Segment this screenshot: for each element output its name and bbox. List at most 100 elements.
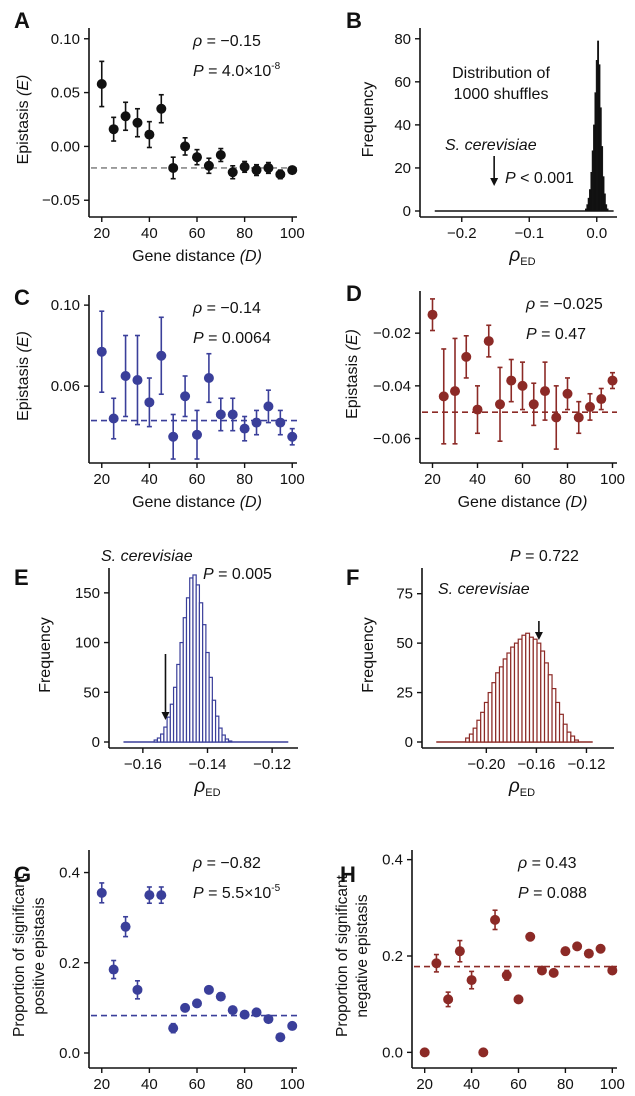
panel-d-x-tick-label: 20 bbox=[424, 471, 441, 488]
panel-f-y-tick-label: 75 bbox=[396, 586, 413, 603]
panel-c-y-label: Epistasis (E) bbox=[15, 331, 32, 421]
panel-h-x-tick-label: 100 bbox=[600, 1076, 625, 1093]
panel-b-y-tick-label: 0 bbox=[403, 203, 411, 220]
panel-f-y-label: Frequency bbox=[360, 617, 377, 693]
panel-b-x-tick-label: 0.0 bbox=[586, 225, 607, 242]
panel-e-y-tick-label: 50 bbox=[83, 684, 100, 701]
panel-a-data-point bbox=[156, 103, 167, 114]
panel-d-x-tick-label: 40 bbox=[469, 471, 486, 488]
panel-a-data-point bbox=[251, 165, 262, 176]
panel-d-data-point bbox=[607, 375, 618, 386]
panel-h-data-point bbox=[454, 946, 465, 957]
panel-a-x-tick-label: 60 bbox=[189, 225, 206, 242]
panel-c-data-point bbox=[251, 417, 262, 428]
panel-e-x-tick-label: −0.12 bbox=[253, 756, 291, 773]
panel-c-data-point bbox=[96, 346, 107, 357]
panel-d-data-point bbox=[461, 351, 472, 362]
panel-b-pvalue: P < 0.001 bbox=[505, 170, 574, 187]
panel-a-data-point bbox=[168, 162, 179, 173]
panel-g-data-point bbox=[156, 890, 167, 901]
panel-f-histogram-bar bbox=[570, 735, 576, 743]
panel-d-stat-p: P = 0.47 bbox=[526, 326, 586, 343]
panel-d-data-point bbox=[596, 394, 607, 405]
panel-c-x-tick-label: 60 bbox=[189, 471, 206, 488]
panel-h-letter: H bbox=[340, 862, 356, 887]
panel-d-data-point bbox=[573, 412, 584, 423]
panel-e-observed-arrowhead bbox=[161, 712, 170, 720]
panel-d-x-label: Gene distance (D) bbox=[458, 494, 588, 511]
panel-a-letter: A bbox=[14, 8, 30, 33]
panel-b-histogram-bar bbox=[603, 193, 606, 212]
panel-a-x-label: Gene distance (D) bbox=[132, 248, 262, 265]
panel-h-data-point bbox=[443, 994, 454, 1005]
panel-b-letter: B bbox=[346, 8, 362, 33]
panel-c-y-tick-label: 0.06 bbox=[51, 378, 80, 395]
panel-f-x-label: ρED bbox=[508, 776, 535, 799]
panel-d-x-tick-label: 60 bbox=[514, 471, 531, 488]
panel-d-x-tick-label: 80 bbox=[559, 471, 576, 488]
panel-c-data-point bbox=[203, 373, 214, 384]
panel-e-letter: E bbox=[14, 565, 29, 590]
panel-d-stat-rho: ρ = −0.025 bbox=[525, 296, 603, 313]
panel-e-species: S. cerevisiae bbox=[101, 548, 193, 565]
panel-h-x-tick-label: 60 bbox=[510, 1076, 527, 1093]
panel-g-data-point bbox=[263, 1014, 274, 1025]
panel-h-stat-p: P = 0.088 bbox=[518, 885, 587, 902]
panel-g-x-tick-label: 40 bbox=[141, 1076, 158, 1093]
panel-f-observed-arrowhead bbox=[534, 632, 543, 640]
panel-h-data-point bbox=[513, 994, 524, 1005]
panel-b-y-tick-label: 40 bbox=[394, 117, 411, 134]
panel-c-data-point bbox=[108, 413, 119, 424]
panel-e-x-tick-label: −0.16 bbox=[124, 756, 162, 773]
panel-h-data-point bbox=[548, 967, 559, 978]
panel-a-data-point bbox=[275, 169, 286, 180]
panel-g-data-point bbox=[180, 1002, 191, 1013]
panel-b-x-tick-label: −0.1 bbox=[514, 225, 544, 242]
panel-a-data-point bbox=[192, 152, 202, 163]
panel-b-y-tick-label: 80 bbox=[394, 31, 411, 48]
panel-c-x-tick-label: 100 bbox=[280, 471, 305, 488]
panel-e-x-label: ρED bbox=[193, 776, 220, 799]
panel-g-x-tick-label: 80 bbox=[236, 1076, 253, 1093]
panel-g-data-point bbox=[287, 1020, 298, 1031]
panel-f-pvalue: P = 0.722 bbox=[510, 548, 579, 565]
panel-g-data-point bbox=[168, 1023, 179, 1034]
panel-g-data-point bbox=[144, 890, 155, 901]
panel-d-data-point bbox=[506, 375, 517, 386]
panel-g-data-point bbox=[108, 964, 119, 975]
panel-a-data-point bbox=[180, 141, 191, 152]
panel-g-data-point bbox=[203, 984, 214, 995]
panel-f-x-tick-label: −0.16 bbox=[517, 756, 555, 773]
panel-c-data-point bbox=[227, 409, 238, 420]
panel-d-data-point bbox=[528, 399, 539, 410]
panel-c-stat-p: P = 0.0064 bbox=[193, 330, 271, 347]
panel-c-stat-rho: ρ = −0.14 bbox=[192, 300, 261, 317]
panel-a-data-point bbox=[120, 111, 131, 122]
panel-h-data-point bbox=[501, 970, 512, 981]
panel-h-data-point bbox=[572, 941, 583, 952]
panel-c-y-tick-label: 0.10 bbox=[51, 297, 80, 314]
panel-e-y-tick-label: 0 bbox=[92, 734, 100, 751]
panel-h-data-point bbox=[419, 1047, 430, 1058]
panel-f-y-tick-label: 25 bbox=[396, 685, 413, 702]
panel-a-x-tick-label: 80 bbox=[236, 225, 253, 242]
panel-a-stat-rho: ρ = −0.15 bbox=[192, 33, 261, 50]
panel-g-y-tick-label: 0.0 bbox=[59, 1045, 80, 1062]
panel-h-data-point bbox=[490, 914, 501, 925]
panel-d-y-tick-label: −0.06 bbox=[373, 431, 411, 448]
panel-b-histogram-bar bbox=[606, 208, 609, 212]
panel-f-y-tick-label: 0 bbox=[405, 734, 413, 751]
panel-d-y-label: Epistasis (E) bbox=[344, 329, 361, 419]
panel-h-data-point bbox=[560, 946, 571, 957]
panel-h-y-label: Proportion of significant bbox=[334, 874, 351, 1037]
panel-h-y-tick-label: 0.0 bbox=[382, 1044, 403, 1061]
panel-d-data-point bbox=[540, 386, 550, 397]
panel-a-x-tick-label: 40 bbox=[141, 225, 158, 242]
panel-a-stat-p: P = 4.0×10-8 bbox=[193, 61, 281, 80]
panel-g-y-tick-label: 0.4 bbox=[59, 865, 80, 882]
panel-a-y-tick-label: −0.05 bbox=[42, 192, 80, 209]
panel-a-data-point bbox=[203, 160, 214, 171]
panel-e-x-tick-label: −0.14 bbox=[189, 756, 227, 773]
panel-g-data-point bbox=[275, 1032, 286, 1043]
panel-a-data-point bbox=[263, 162, 274, 173]
